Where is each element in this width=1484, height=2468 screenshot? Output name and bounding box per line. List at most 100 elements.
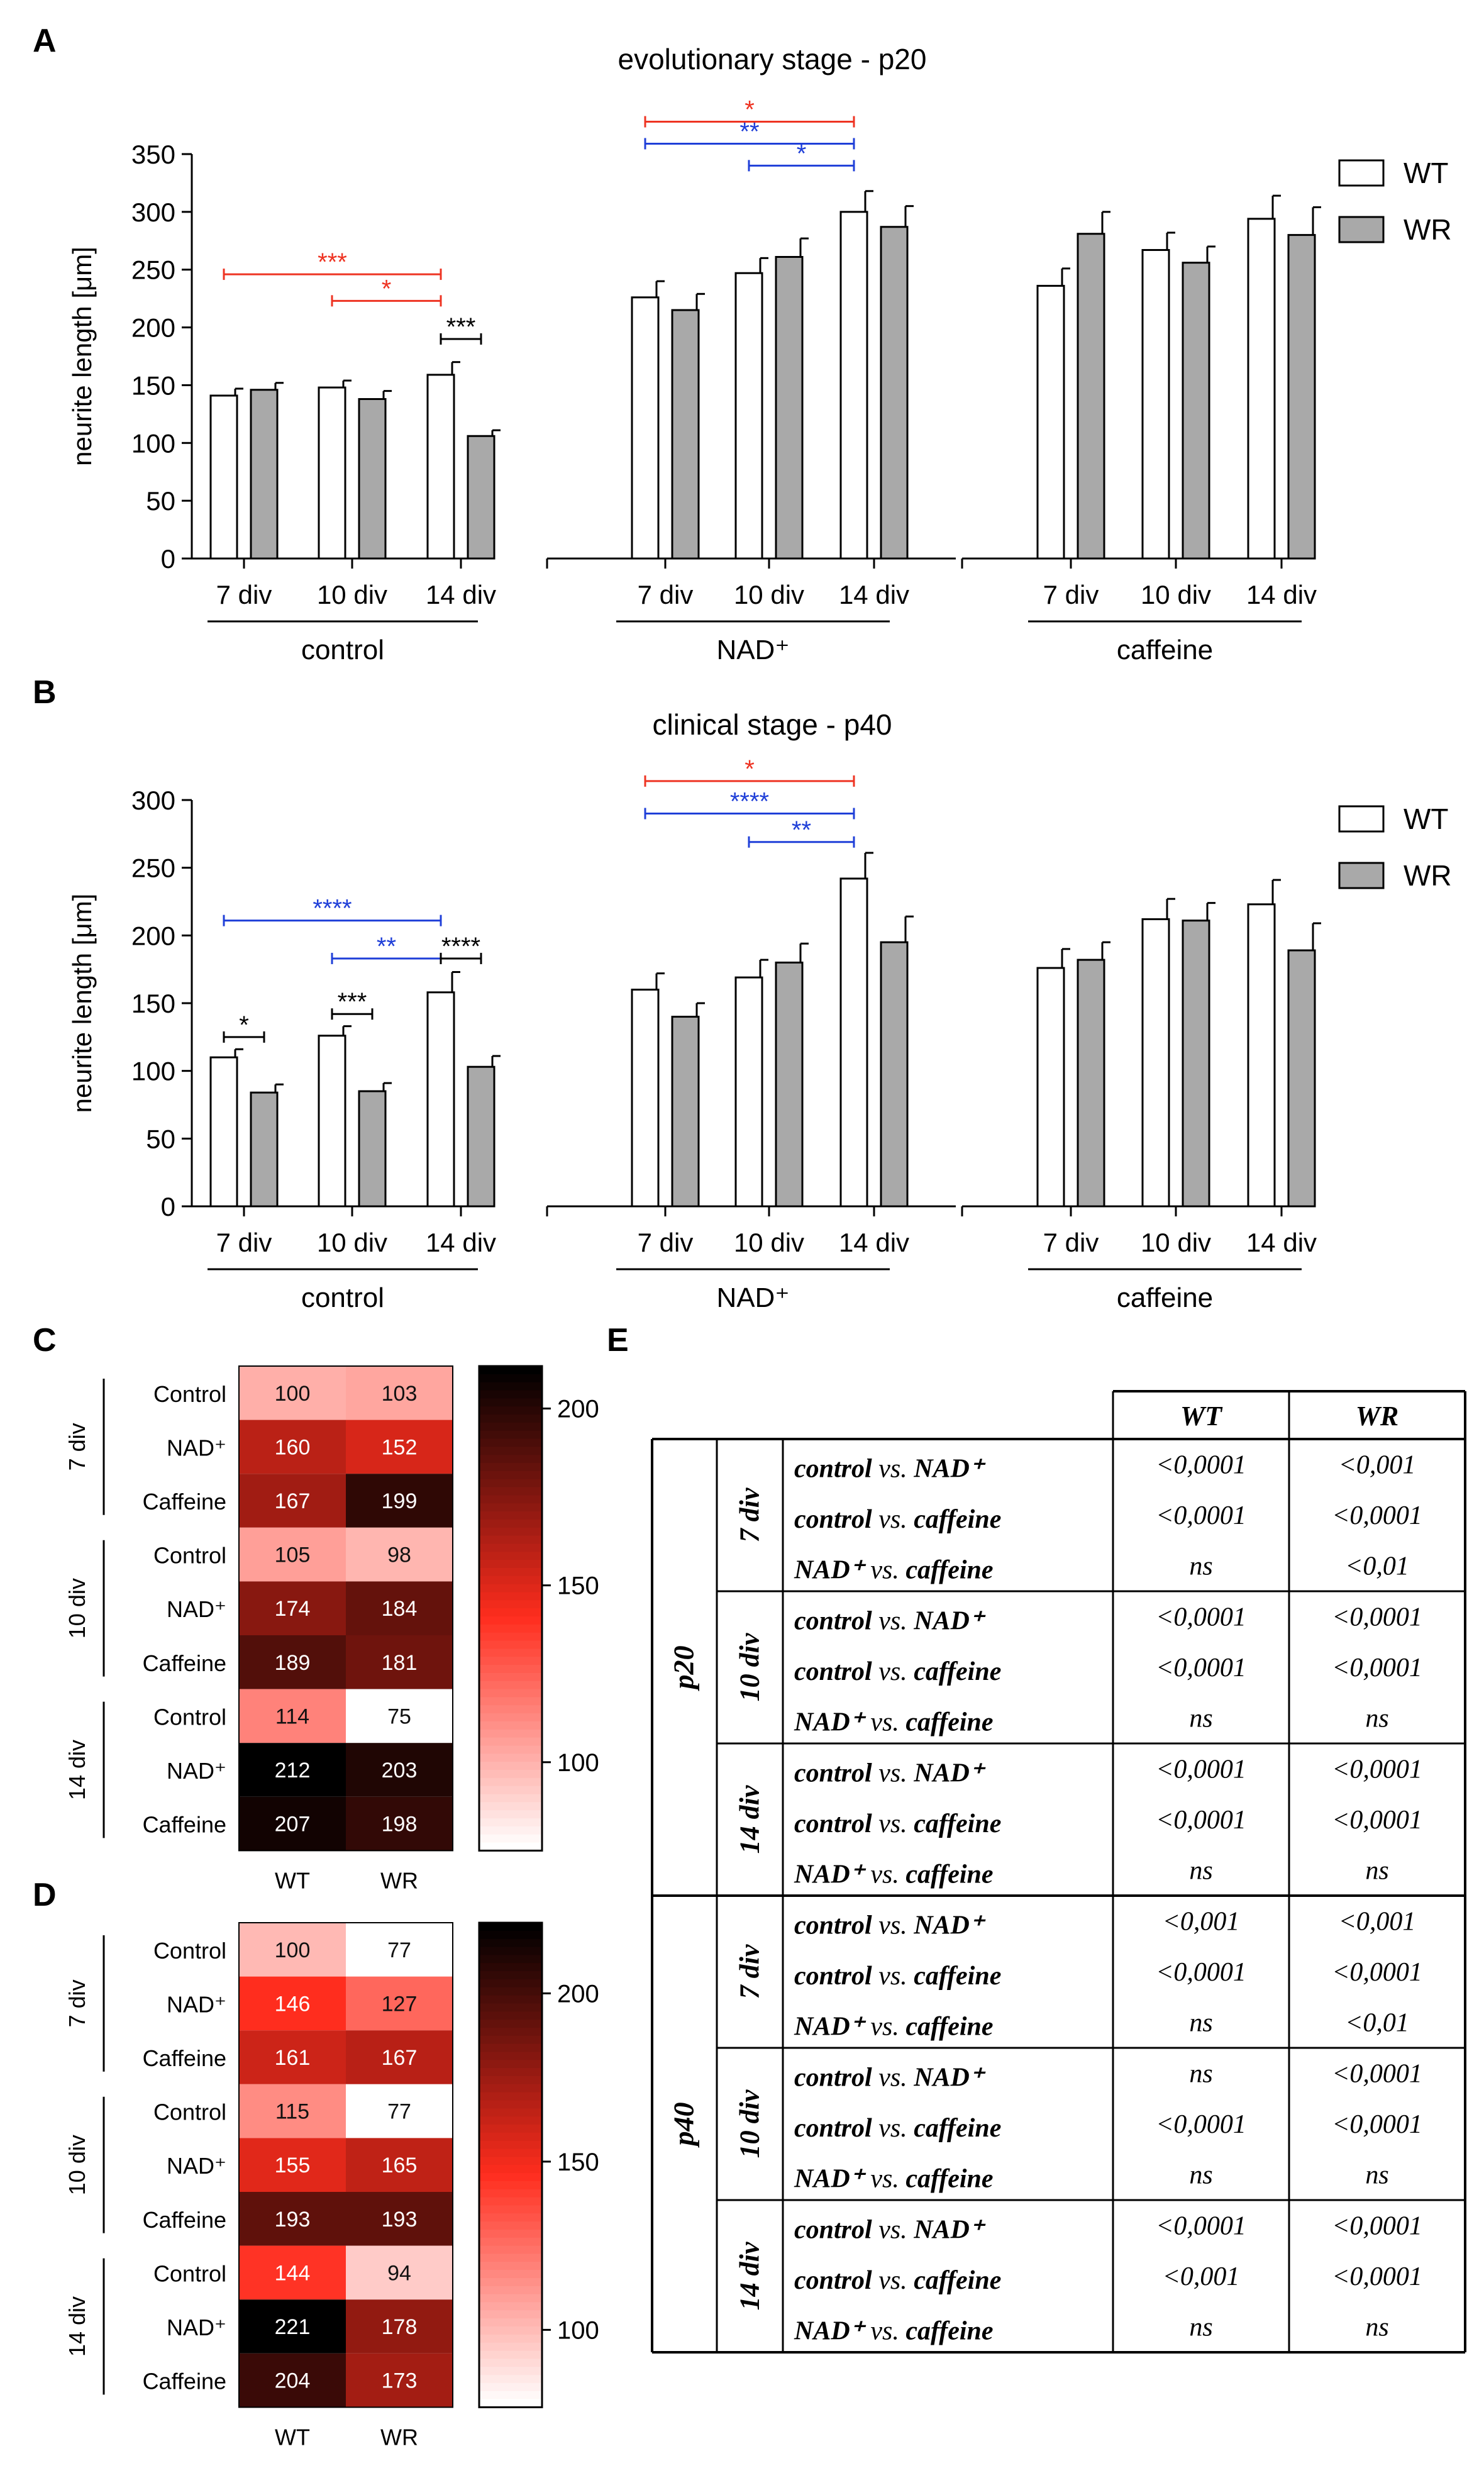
colorbar-segment: [479, 2302, 542, 2311]
x-tick-label: 14 div: [426, 580, 496, 609]
colorbar-segment: [479, 2125, 542, 2133]
p-value: <0,0001: [1332, 1603, 1422, 1631]
comparison-token: NAD⁺: [794, 1860, 867, 1889]
heatmap-value: 161: [275, 2046, 311, 2070]
colorbar-segment: [479, 1681, 542, 1690]
p-value: ns: [1189, 2009, 1212, 2038]
heatmap-value: 181: [382, 1651, 418, 1675]
significance-label: *: [745, 96, 755, 124]
colorbar-segment: [479, 1955, 542, 1964]
heatmap-cell: [346, 1976, 453, 2031]
y-tick-label: 300: [131, 786, 175, 815]
comparison-token: vs.: [872, 1505, 907, 1534]
legend-label: WR: [1404, 859, 1452, 892]
colorbar-segment: [479, 1762, 542, 1770]
colorbar-segment: [479, 1947, 542, 1956]
heatmap-cell: [346, 1923, 453, 1977]
heatmap-row-label: Caffeine: [143, 1489, 226, 1515]
x-tick-label: 7 div: [1043, 580, 1099, 609]
heatmap-row-label: Control: [153, 1543, 226, 1569]
colorbar-segment: [479, 1438, 542, 1448]
comparison-token: caffeine: [907, 1657, 1002, 1686]
y-tick-label: 250: [131, 853, 175, 883]
p-value: <0,001: [1339, 1907, 1416, 1936]
significance-label: ***: [446, 313, 476, 341]
bar-wt: [1141, 918, 1170, 1208]
p-value: <0,0001: [1332, 2110, 1422, 2139]
bar-wt: [1036, 284, 1065, 560]
bar-wt: [734, 272, 763, 560]
heatmap-value: 193: [382, 2208, 418, 2232]
comparison-token: caffeine: [907, 1505, 1002, 1534]
comparison-token: vs.: [864, 2317, 899, 2346]
colorbar-segment: [479, 1995, 542, 2004]
heatmap-value: 94: [387, 2261, 411, 2285]
comparison-token: NAD⁺: [907, 1911, 986, 1940]
heatmap-value: 127: [382, 1992, 418, 2016]
p-value: <0,001: [1339, 1450, 1416, 1479]
bar-wt: [631, 296, 660, 560]
comparison-label: control vs. NAD⁺: [794, 1454, 986, 1483]
heatmap-cell: [239, 1474, 346, 1528]
bar-wt: [209, 394, 238, 560]
colorbar-segment: [479, 1713, 542, 1722]
p-value: ns: [1365, 2313, 1388, 2342]
heatmap-value: 152: [382, 1435, 418, 1459]
heatmap-value: 198: [382, 1813, 418, 1837]
colorbar-border: [478, 1921, 543, 2408]
colorbar-segment: [479, 1794, 542, 1803]
bar-wr: [358, 1090, 387, 1208]
comparison-token: caffeine: [899, 2317, 994, 2346]
group-label: caffeine: [1117, 635, 1213, 665]
colorbar-tick-label: 100: [557, 1749, 599, 1777]
comparison-label: NAD⁺ vs. caffeine: [794, 1708, 994, 1737]
heatmap-row-label: NAD⁺: [167, 2153, 226, 2179]
row-group-label: 14 div: [64, 1740, 90, 1800]
panel-label-d: D: [33, 1877, 57, 1913]
row-group-label: 10 div: [64, 1578, 90, 1638]
comparison-token: control: [794, 1759, 872, 1787]
heatmap-cell: [346, 1527, 453, 1582]
colorbar-segment: [479, 1987, 542, 1996]
p-value: <0,0001: [1156, 1806, 1246, 1835]
colorbar-segment: [479, 2310, 542, 2320]
x-tick-label: 7 div: [638, 1228, 694, 1257]
comparison-token: NAD⁺: [794, 2013, 867, 2042]
comparison-token: caffeine: [907, 1809, 1002, 1838]
y-tick-label: 200: [131, 313, 175, 343]
bar-wt: [1036, 967, 1065, 1208]
comparison-token: control: [794, 1505, 872, 1534]
bar-wr: [671, 309, 700, 560]
x-tick-label: 10 div: [1141, 1228, 1211, 1257]
x-tick-label: 14 div: [1246, 1228, 1317, 1257]
heatmap-column-label: WT: [275, 2424, 310, 2450]
colorbar-segment: [479, 1511, 542, 1520]
colorbar-segment: [479, 1470, 542, 1480]
y-tick-label: 350: [131, 140, 175, 169]
colorbar-segment: [479, 2181, 542, 2190]
heatmap-cell: [346, 1635, 453, 1689]
x-tick-label: 14 div: [839, 580, 909, 609]
p-value: <0,0001: [1156, 1501, 1246, 1530]
heatmap-cell: [239, 1923, 346, 1977]
colorbar-segment: [479, 1422, 542, 1431]
bar-wt: [209, 1056, 238, 1208]
heatmap-value: 199: [382, 1489, 418, 1513]
y-tick-label: 100: [131, 1057, 175, 1086]
p-value: <0,0001: [1332, 1501, 1422, 1530]
colorbar-segment: [479, 1495, 542, 1504]
colorbar-segment: [479, 1552, 542, 1561]
table-stage-label: p40: [668, 2103, 700, 2148]
significance-label: *: [797, 140, 807, 167]
colorbar-tick-label: 200: [557, 1395, 599, 1423]
heatmap-row-label: Control: [153, 2260, 226, 2286]
comparison-token: vs.: [872, 2114, 907, 2143]
colorbar-segment: [479, 1777, 542, 1787]
comparison-token: control: [794, 1606, 872, 1635]
colorbar-segment: [479, 2116, 542, 2125]
bar-wr: [775, 256, 804, 560]
bar-wt: [1247, 218, 1276, 560]
colorbar-segment: [479, 1390, 542, 1399]
comparison-label: control vs. NAD⁺: [794, 2215, 986, 2244]
colorbar-border: [478, 1365, 543, 1852]
